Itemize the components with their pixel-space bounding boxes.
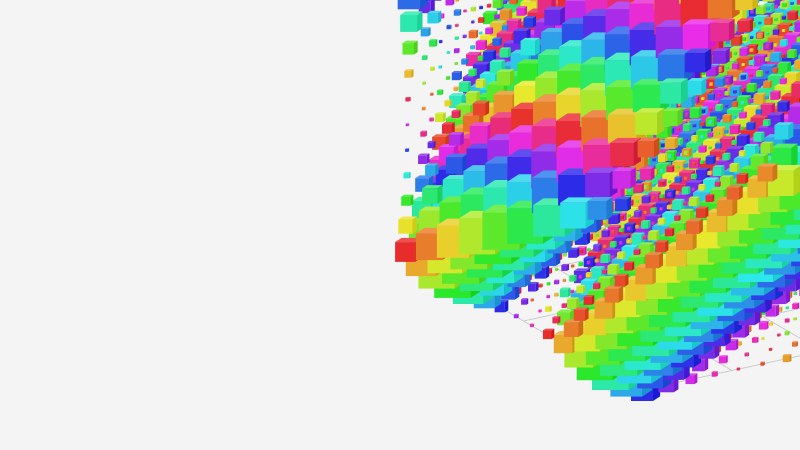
gridlines — [404, 0, 800, 391]
wall-gridline-h — [764, 173, 800, 195]
floor-gridline-x — [523, 260, 800, 322]
floor-gridline-x — [464, 213, 800, 287]
floor-gridline-y — [584, 212, 800, 339]
wall-gridline-h — [769, 0, 800, 83]
wall-gridline-v — [764, 0, 769, 175]
floor-gridline-x — [582, 307, 800, 356]
floor-gridline-y — [764, 173, 800, 195]
floor-gridline-x — [641, 355, 800, 391]
wall-gridline-h — [770, 0, 800, 7]
wall-gridline-h — [767, 21, 800, 42]
floor-gridline-y — [674, 193, 800, 267]
